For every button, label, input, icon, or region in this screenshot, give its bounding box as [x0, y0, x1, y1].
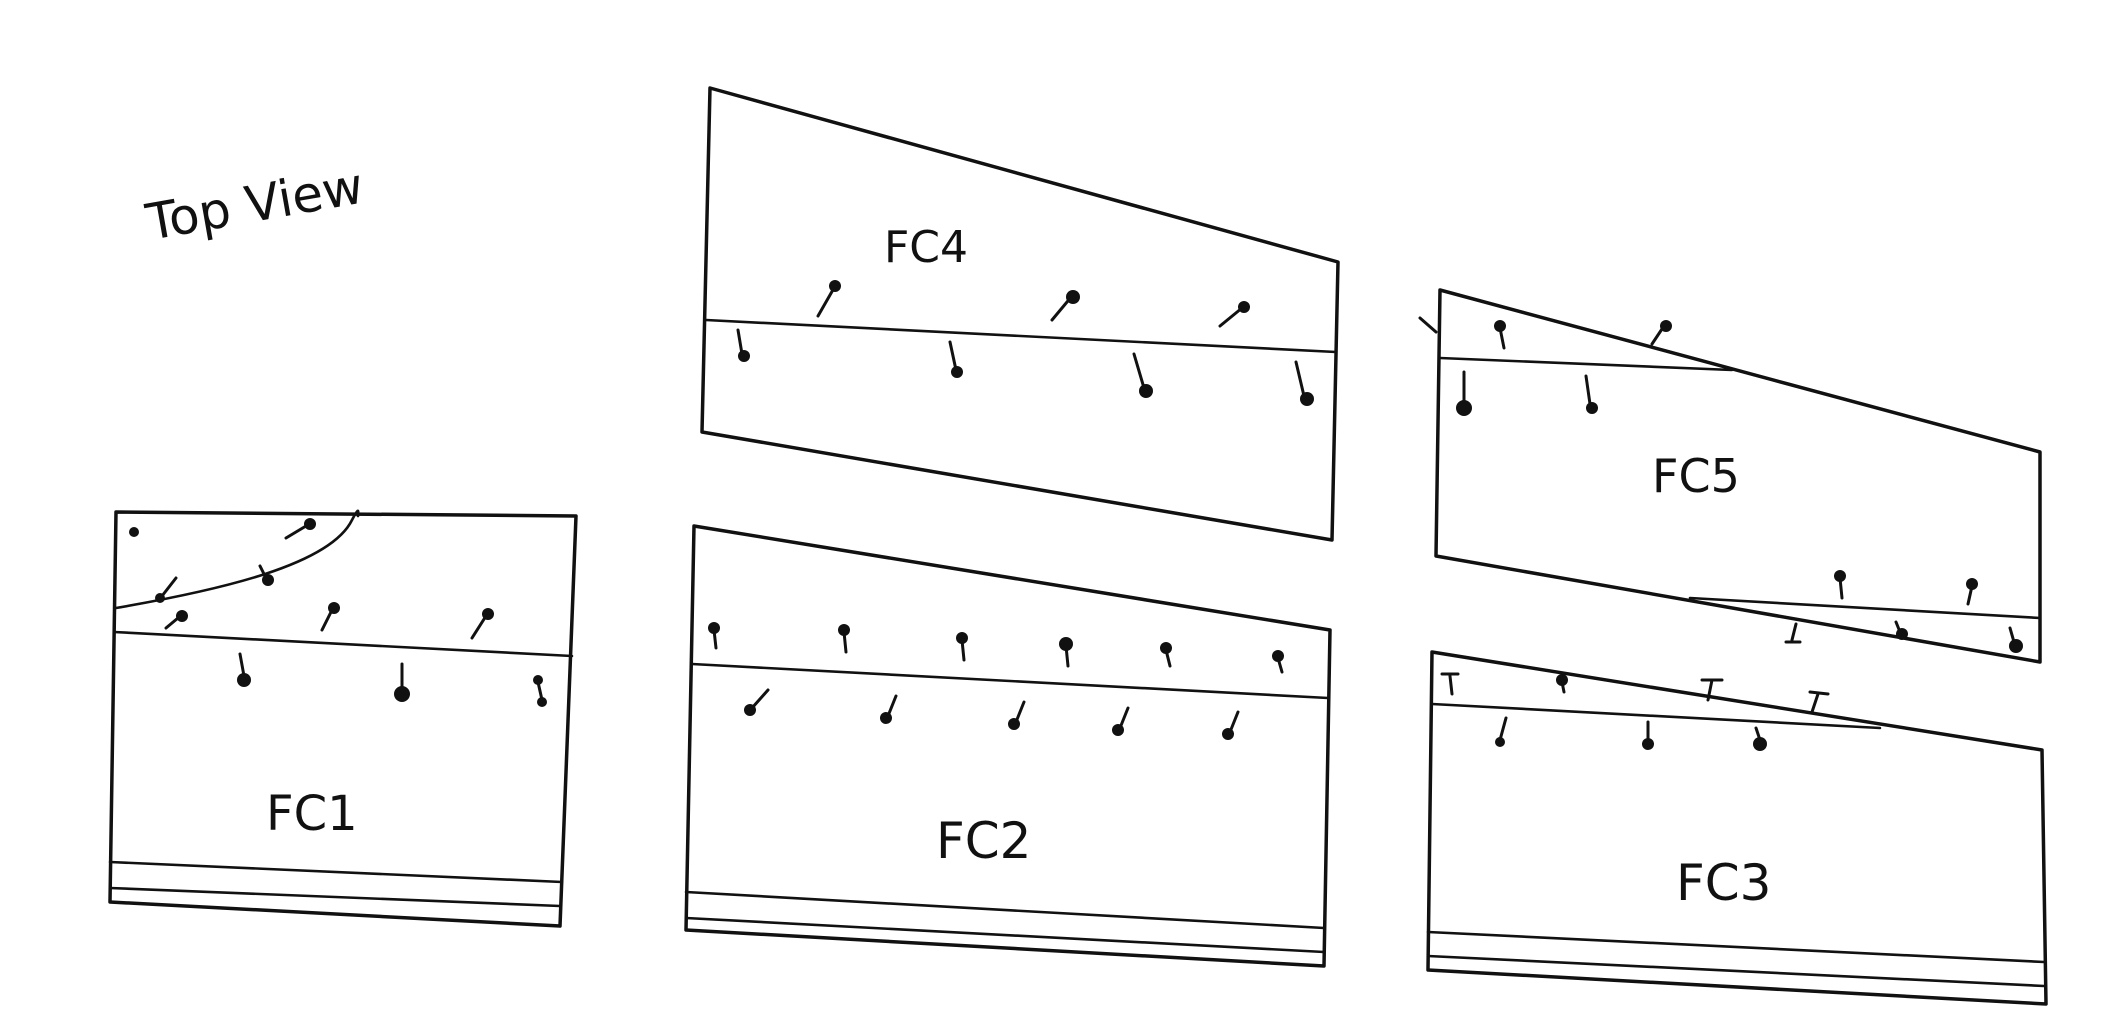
panel-fc5-label: FC5 [1652, 449, 1740, 503]
panel-fc2: FC2 [684, 524, 1332, 968]
panel-fc2-label: FC2 [936, 812, 1031, 870]
panel-fc3: FC3 [1426, 650, 2048, 1006]
panel-fc2-divider [690, 662, 1330, 700]
panel-fc4-pins [736, 280, 1314, 406]
panel-fc5-top-strip [1438, 356, 1734, 372]
panel-fc1-edge-strip-b [108, 886, 562, 908]
panel-fc4-outline [700, 86, 1340, 542]
panel-fc5-pins [1418, 316, 2023, 653]
panel-fc1-edge-strip-a [108, 860, 564, 884]
panel-fc2-edge-strip-a [684, 890, 1326, 930]
panel-fc5: FC5 [1418, 288, 2042, 664]
panel-fc3-pins [1440, 672, 1830, 751]
panel-fc2-edge-strip-b [684, 916, 1326, 954]
panel-fc3-edge-strip-b [1426, 954, 2046, 988]
panel-fc5-outline [1434, 288, 2042, 664]
panel-fc1-pins [129, 518, 547, 707]
panel-fc2-outline [684, 524, 1332, 968]
panel-fc4-label: FC4 [884, 222, 968, 273]
panel-fc1-outline [108, 510, 578, 928]
panel-fc3-outline [1426, 650, 2048, 1006]
panel-fc5-bottom-strip [1688, 596, 2042, 620]
view-label: Top View [141, 157, 368, 252]
panel-fc3-divider [1430, 702, 1882, 730]
panel-fc3-edge-strip-a [1426, 930, 2046, 964]
panel-fc4: FC4 [700, 86, 1340, 542]
panel-fc4-divider [704, 318, 1338, 354]
panel-fc1: FC1 [108, 509, 578, 928]
panel-fc1-label: FC1 [266, 786, 358, 842]
panel-fc3-label: FC3 [1676, 854, 1771, 912]
panel-fc2-pins [708, 622, 1284, 740]
panel-fc1-divider [112, 630, 574, 658]
panel-fc1-curved-boundary [114, 509, 360, 610]
